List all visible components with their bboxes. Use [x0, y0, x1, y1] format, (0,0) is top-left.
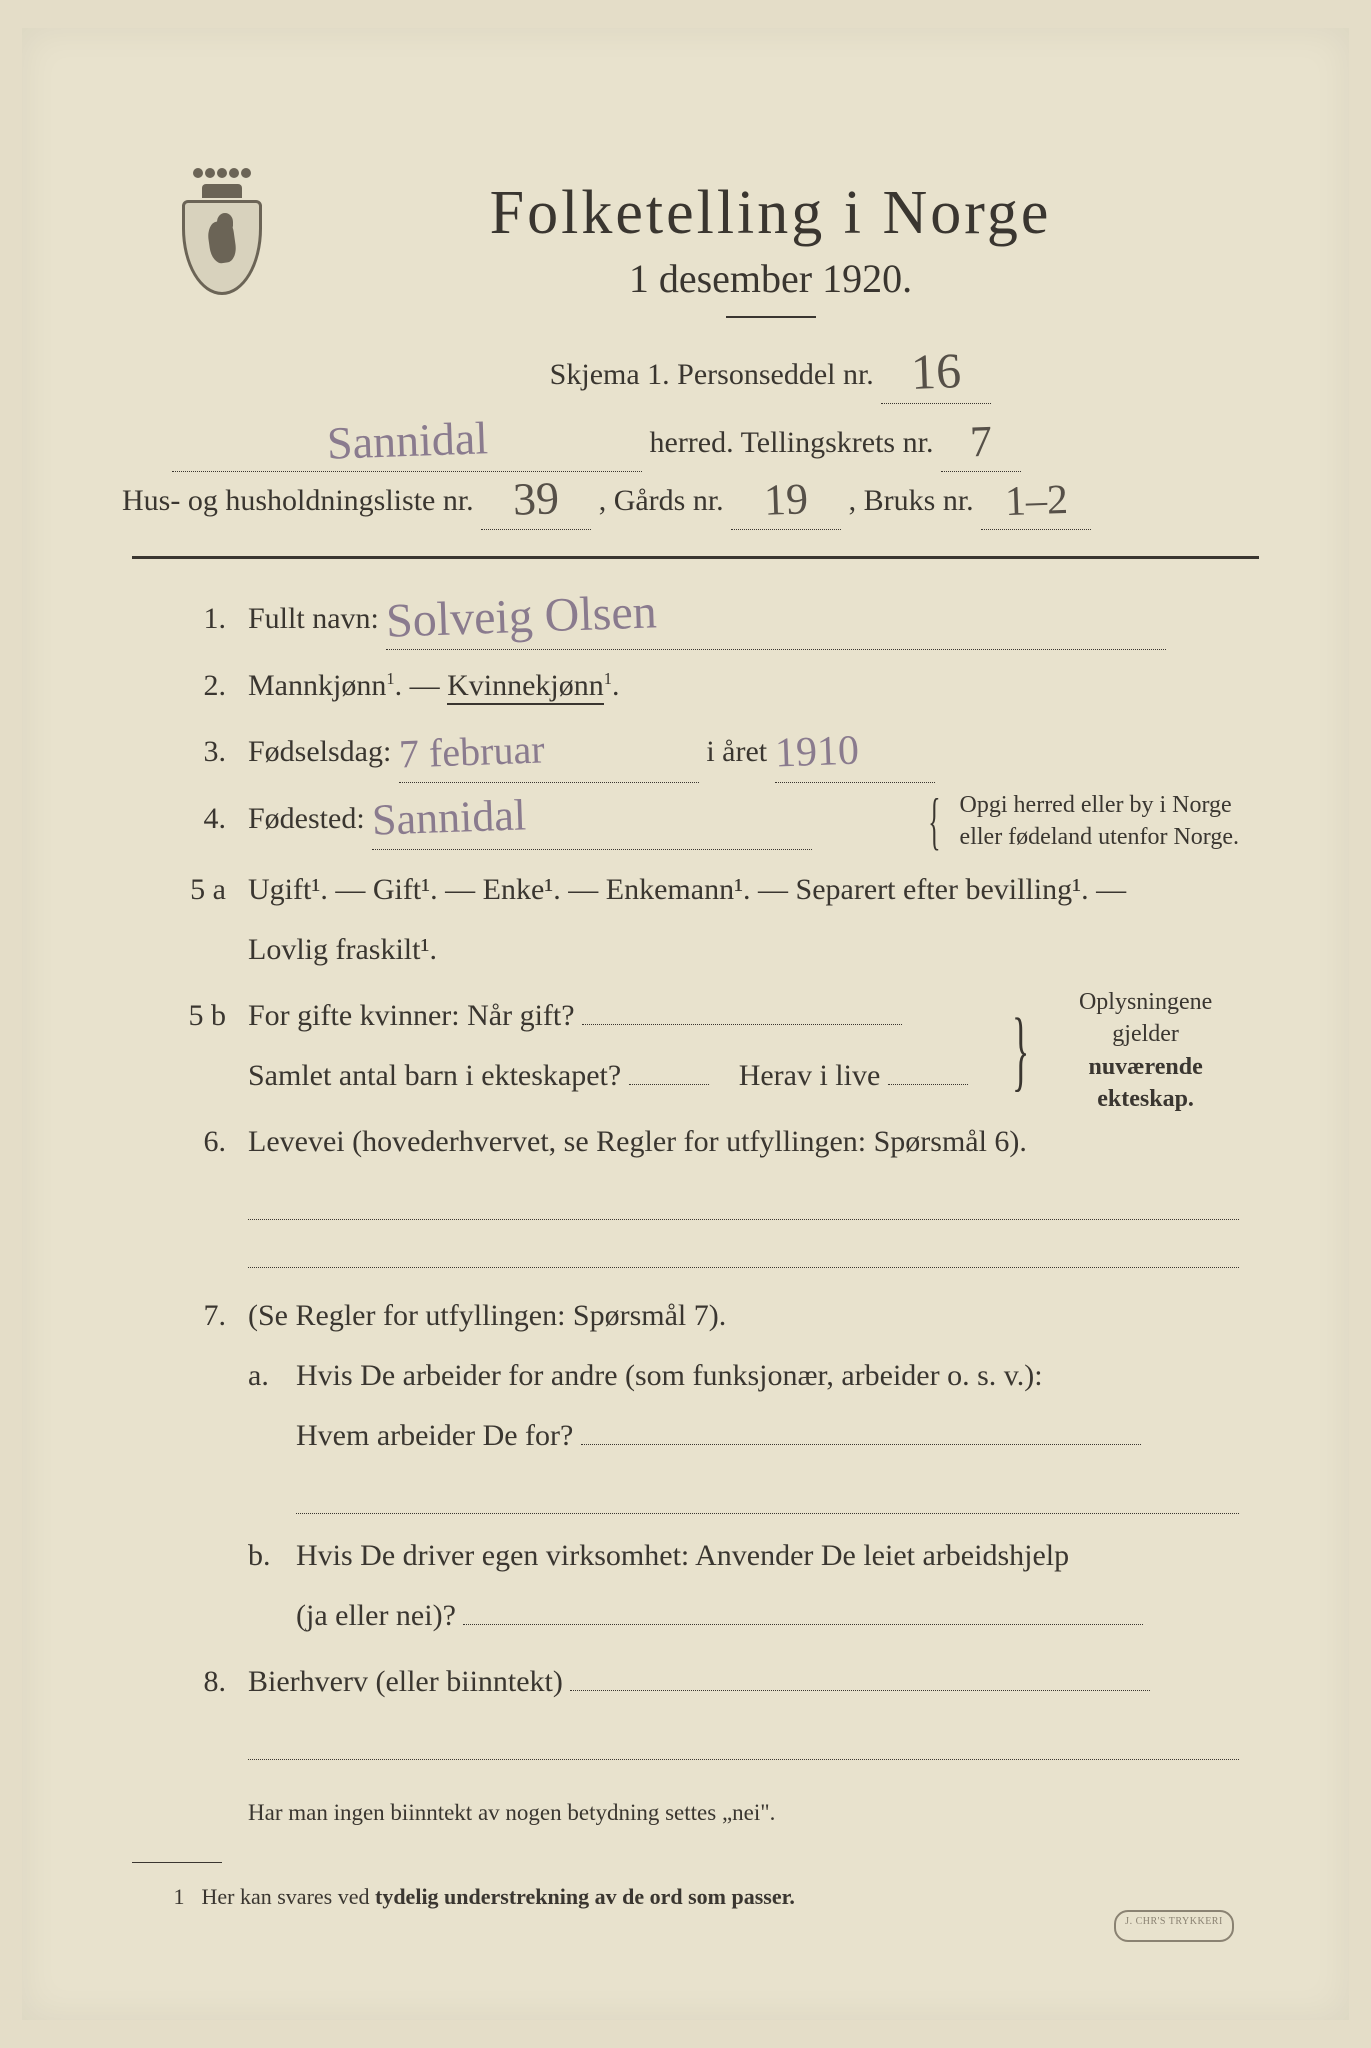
q7b-text1: Hvis De driver egen virksomhet: Anvender…: [296, 1526, 1239, 1586]
q7b-text2: (ja eller nei)?: [296, 1599, 456, 1632]
q5b-line2a: Samlet antal barn i ekteskapet?: [248, 1059, 621, 1092]
q7b-num: b.: [248, 1526, 278, 1646]
q2-row: 2. Mannkjønn1. — Kvinnekjønn1.: [172, 656, 1239, 716]
q4-row: 4. Fødested: Sannidal { Opgi herred elle…: [172, 789, 1239, 854]
q4-label: Fødested:: [248, 802, 365, 835]
q5b-note: } Oplysningene gjelder nuværende ekteska…: [999, 986, 1239, 1116]
q6-text: Levevei (hovederhvervet, se Regler for u…: [248, 1112, 1239, 1172]
q2-kvinne: Kvinnekjønn: [447, 669, 604, 705]
q7-num: 7.: [172, 1286, 226, 1346]
skjema-label: Skjema 1. Personseddel nr.: [550, 358, 874, 391]
subtitle: 1 desember 1920.: [302, 255, 1239, 302]
q8-row: 8. Bierhverv (eller biinntekt): [172, 1652, 1239, 1772]
q8-num: 8.: [172, 1652, 226, 1712]
q5b-num: 5 b: [172, 986, 226, 1046]
q7a-text1: Hvis De arbeider for andre (som funksjon…: [296, 1346, 1239, 1406]
q3-year: 1910: [774, 735, 859, 772]
header: Folketelling i Norge 1 desember 1920. Sk…: [172, 178, 1239, 404]
q7a-blank: [296, 1478, 1239, 1514]
q5b-line2b: Herav i live: [739, 1059, 881, 1092]
coat-of-arms-icon: [172, 168, 272, 308]
herred-value: Sannidal: [326, 420, 488, 462]
footnote: 1 Her kan svares ved tydelig understrekn…: [162, 1875, 1239, 1919]
q7-intro: (Se Regler for utfyllingen: Spørsmål 7).: [248, 1286, 1239, 1346]
q5a-num: 5 a: [172, 860, 226, 920]
q4-num: 4.: [172, 789, 226, 849]
census-form-page: Folketelling i Norge 1 desember 1920. Sk…: [22, 28, 1349, 2020]
gards-label: , Gårds nr.: [599, 484, 724, 517]
bruks-nr: 1–2: [1004, 484, 1068, 520]
husliste-label: Hus- og husholdningsliste nr.: [122, 484, 474, 517]
q1-value: Solveig Olsen: [386, 593, 658, 641]
meta-row-1: Skjema 1. Personseddel nr. 16: [302, 346, 1239, 404]
q1-num: 1.: [172, 589, 226, 649]
q3-day: 7 februar: [398, 733, 544, 770]
meta-row-2: Sannidal herred. Tellingskrets nr. 7: [172, 414, 1239, 472]
q2-mann: Mannkjønn: [248, 669, 386, 702]
q6-row: 6. Levevei (hovederhvervet, se Regler fo…: [172, 1112, 1239, 1280]
footnote-rule: [132, 1862, 222, 1863]
q6-blank-1: [248, 1184, 1239, 1220]
husliste-nr: 39: [513, 480, 560, 518]
q5a-text2: Lovlig fraskilt¹.: [248, 920, 1239, 980]
q7-row: 7. (Se Regler for utfyllingen: Spørsmål …: [172, 1286, 1239, 1646]
q4-value: Sannidal: [372, 797, 527, 838]
title-rule: [726, 316, 816, 318]
q4-note: { Opgi herred eller by i Norge eller fød…: [919, 789, 1239, 854]
q1-row: 1. Fullt navn: Solveig Olsen: [172, 589, 1239, 650]
q7a-text2: Hvem arbeider De for?: [296, 1419, 573, 1452]
printer-stamp: J. CHR'S TRYKKERI: [1114, 1910, 1234, 1942]
q3-num: 3.: [172, 722, 226, 782]
q5a-row: 5 a Ugift¹. — Gift¹. — Enke¹. — Enkemann…: [172, 860, 1239, 980]
main-rule: [132, 556, 1259, 559]
main-title: Folketelling i Norge: [302, 178, 1239, 249]
question-list: 1. Fullt navn: Solveig Olsen 2. Mannkjøn…: [172, 589, 1239, 1919]
gards-nr: 19: [764, 481, 809, 518]
q5b-line1a: For gifte kvinner: Når gift?: [248, 999, 575, 1032]
q5a-text: Ugift¹. — Gift¹. — Enke¹. — Enkemann¹. —…: [248, 860, 1239, 920]
q2-num: 2.: [172, 656, 226, 716]
q3-row: 3. Fødselsdag: 7 februar i året 1910: [172, 722, 1239, 783]
q5b-row: 5 b For gifte kvinner: Når gift? Samlet …: [172, 986, 1239, 1106]
q8-blank: [248, 1724, 1239, 1760]
personseddel-nr: 16: [911, 350, 962, 392]
q7a-num: a.: [248, 1346, 278, 1526]
q1-label: Fullt navn:: [248, 602, 379, 635]
herred-label: herred. Tellingskrets nr.: [650, 426, 934, 459]
meta-row-3: Hus- og husholdningsliste nr. 39 , Gårds…: [122, 472, 1239, 530]
q6-num: 6.: [172, 1112, 226, 1172]
q6-blank-2: [248, 1232, 1239, 1268]
q3-mid: i året: [706, 735, 767, 768]
bruks-label: , Bruks nr.: [849, 484, 974, 517]
tellingskrets-nr: 7: [969, 424, 992, 460]
q8-text: Bierhverv (eller biinntekt): [248, 1665, 563, 1698]
q3-label: Fødselsdag:: [248, 735, 391, 768]
footer-note: Har man ingen biinntekt av nogen betydni…: [248, 1790, 1239, 1836]
